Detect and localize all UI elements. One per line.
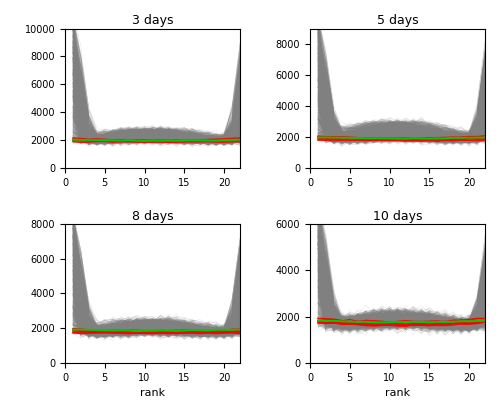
- X-axis label: rank: rank: [385, 388, 410, 398]
- X-axis label: rank: rank: [140, 388, 165, 398]
- Title: 8 days: 8 days: [132, 210, 173, 222]
- Title: 3 days: 3 days: [132, 14, 173, 27]
- Title: 10 days: 10 days: [373, 210, 422, 222]
- Title: 5 days: 5 days: [376, 14, 418, 27]
